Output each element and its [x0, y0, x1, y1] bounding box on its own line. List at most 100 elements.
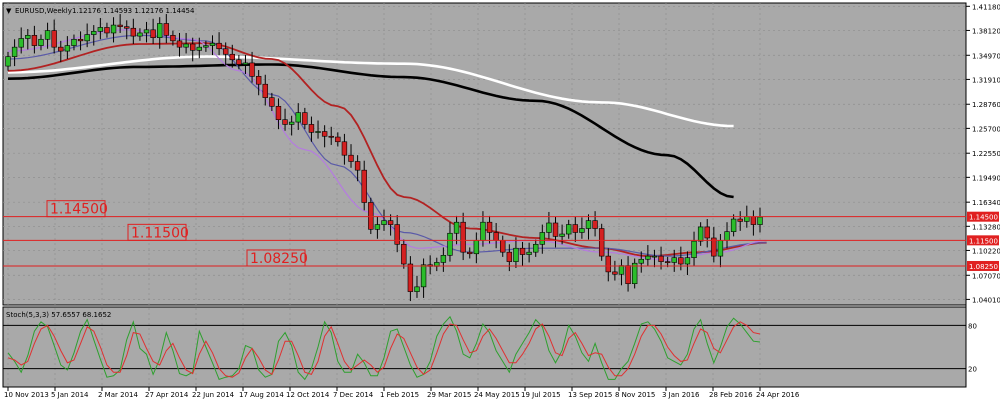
- candle-bull: [473, 240, 480, 255]
- candle-bear: [176, 40, 183, 48]
- price-tick-label: 1.16340: [972, 199, 1000, 207]
- moving-average-line: [7, 42, 767, 258]
- candle-bull: [196, 46, 202, 51]
- candle-bull: [539, 232, 546, 245]
- candle-bear: [308, 124, 315, 133]
- chart-title: EURUSD,Weekly: [15, 7, 72, 15]
- candle-bear: [190, 43, 196, 51]
- candle-bear: [249, 62, 255, 77]
- candle-bull: [453, 221, 460, 234]
- time-tick-label: 24 May 2015: [474, 391, 520, 399]
- candle-bear: [77, 38, 84, 42]
- candle-bull: [684, 257, 691, 265]
- candle-bear: [625, 265, 631, 285]
- candle-bull: [420, 264, 427, 288]
- candle-bull: [374, 224, 381, 230]
- candle-bull: [757, 216, 763, 225]
- candle-bear: [361, 169, 367, 203]
- candle-bear: [341, 141, 348, 156]
- candle-bull: [209, 42, 216, 46]
- candle-bear: [664, 261, 671, 263]
- candle-bear: [335, 136, 341, 143]
- stoch-level-label: 20: [968, 366, 977, 374]
- candle-bear: [467, 251, 473, 255]
- candle-bull: [25, 35, 31, 39]
- candle-bear: [269, 97, 275, 107]
- time-tick-label: 10 Nov 2013: [4, 391, 49, 399]
- panel-collapse-icon[interactable]: ▼: [6, 7, 12, 15]
- price-panel: [2, 2, 967, 306]
- candle-bull: [5, 56, 11, 67]
- candle-bear: [592, 220, 598, 229]
- time-tick-label: 3 Jan 2016: [662, 391, 700, 399]
- candle-bull: [618, 265, 625, 275]
- candle-bear: [348, 154, 354, 162]
- candle-bear: [262, 83, 268, 98]
- price-tick-label: 1.07070: [972, 272, 1000, 280]
- candle-bull: [183, 43, 189, 48]
- candle-bull: [315, 131, 321, 133]
- candle-bear: [282, 119, 288, 125]
- candle-bear: [328, 135, 334, 138]
- candle-bear: [460, 221, 466, 253]
- stochastic-title: Stoch(5,3,3) 57.6557 68.1652: [6, 311, 111, 319]
- time-tick-label: 27 Apr 2014: [145, 391, 189, 399]
- candle-bear: [222, 48, 229, 55]
- price-tick-label: 1.19490: [972, 174, 1000, 182]
- stochastic-panel: [2, 306, 967, 388]
- candle-bear: [387, 220, 394, 225]
- level-axis-label: 1.08250: [969, 263, 998, 271]
- candle-bull: [671, 257, 677, 263]
- candle-bull: [447, 232, 453, 256]
- candle-bear: [354, 161, 361, 171]
- candle-bear: [572, 224, 578, 233]
- candle-bear: [124, 26, 130, 29]
- price-tick-label: 1.28760: [972, 101, 1000, 109]
- stoch-line: [7, 315, 761, 381]
- candle-bull: [288, 121, 295, 125]
- moving-averages: [7, 29, 767, 261]
- time-tick-label: 17 Aug 2014: [239, 391, 284, 399]
- candle-bull: [717, 240, 724, 257]
- price-tick-label: 1.22550: [972, 150, 1000, 158]
- time-tick-label: 13 Sep 2015: [568, 391, 612, 399]
- candle-bull: [414, 286, 420, 292]
- candle-bear: [31, 35, 38, 46]
- level-label-box: [46, 200, 106, 218]
- candle-bear: [519, 247, 526, 255]
- candle-bear: [598, 228, 605, 257]
- price-tick-label: 1.04010: [972, 296, 1000, 304]
- level-label-box: [246, 249, 306, 267]
- candle-bear: [58, 46, 64, 52]
- level-label: 1.14500: [50, 202, 108, 218]
- time-tick-label: 29 Mar 2015: [427, 391, 471, 399]
- candle-bull: [744, 216, 750, 222]
- candle-bear: [750, 216, 757, 225]
- candle-bear: [368, 202, 374, 230]
- stoch-level-label: 80: [968, 322, 977, 330]
- candle-bull: [84, 34, 90, 42]
- candle-bear: [394, 224, 400, 245]
- candle-bear: [170, 35, 176, 42]
- candle-bull: [691, 240, 697, 258]
- price-tick-label: 1.41180: [972, 3, 1000, 11]
- candle-bear: [711, 237, 717, 257]
- stochastic: 80 20: [3, 315, 977, 381]
- candle-bull: [697, 226, 704, 242]
- candle-bear: [255, 76, 262, 85]
- candle-bull: [480, 221, 486, 241]
- candle-bull: [203, 45, 209, 48]
- candle-bear: [500, 240, 506, 253]
- candle-bear: [51, 30, 57, 48]
- candle-bull: [724, 231, 730, 241]
- candle-bull: [526, 251, 532, 255]
- candle-bull: [143, 29, 150, 34]
- candle-bear: [704, 226, 710, 239]
- time-tick-label: 5 Jan 2014: [51, 391, 89, 399]
- candle-bull: [38, 38, 44, 46]
- candle-bear: [236, 59, 242, 65]
- candle-bear: [150, 29, 156, 38]
- level-axis-marker: [967, 211, 999, 222]
- candle-bear: [163, 23, 170, 36]
